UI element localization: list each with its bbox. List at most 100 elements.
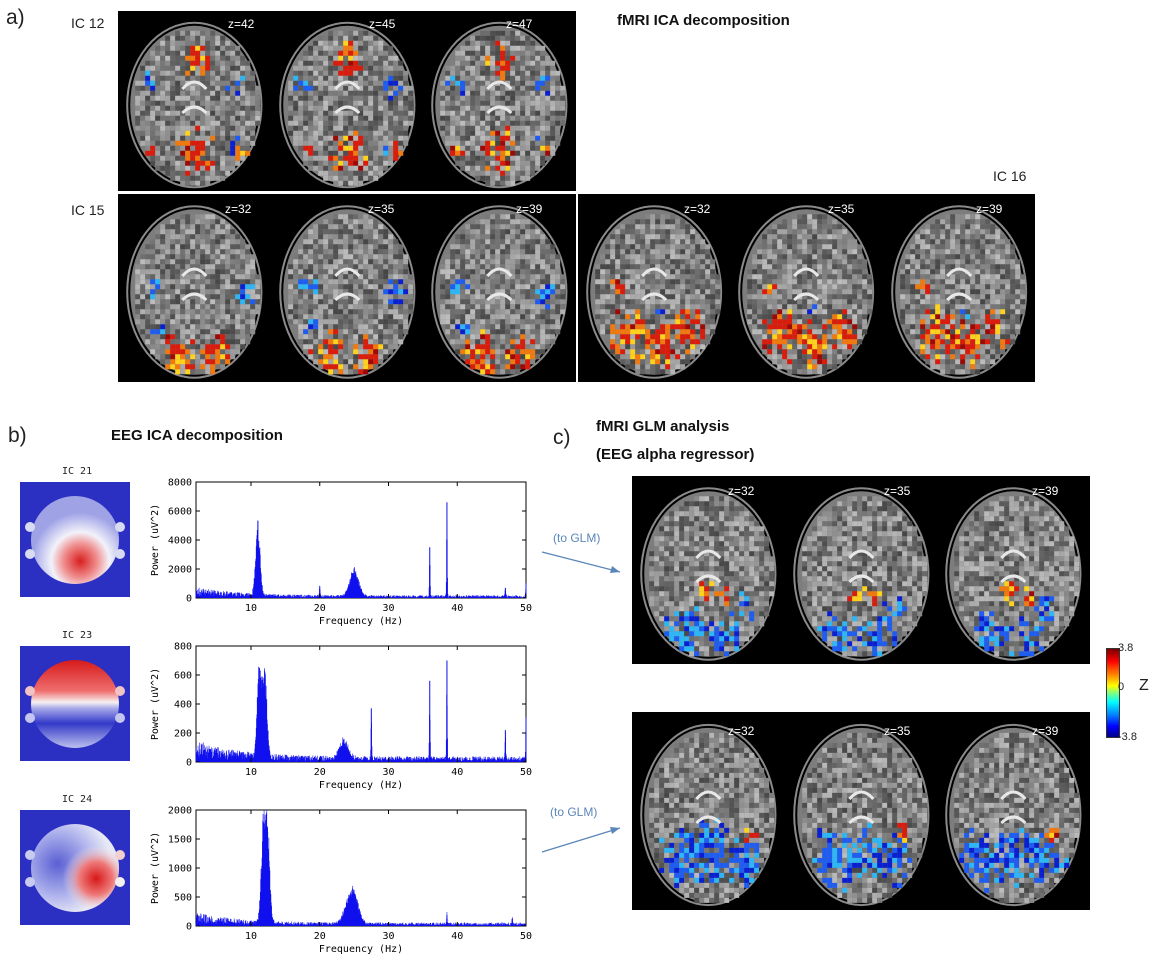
y-tick-label: 2000 — [168, 806, 192, 817]
y-tick-label: 4000 — [168, 536, 192, 547]
skull-outline — [640, 723, 777, 907]
x-tick-label: 20 — [314, 931, 326, 942]
x-tick-label: 50 — [520, 767, 532, 778]
x-tick-label: 40 — [451, 931, 463, 942]
panel-a-letter: a) — [6, 6, 25, 29]
spectrum-series — [195, 520, 527, 598]
glm-ic21-brain-strip: z=32 z=35 z=39 — [632, 476, 1090, 664]
spectrum-series — [195, 810, 527, 926]
skull-outline — [792, 723, 930, 907]
slice-label: z=39 — [1032, 724, 1059, 738]
z-colorbar — [1106, 648, 1120, 738]
ventricles — [695, 549, 722, 584]
brain-slice-ic16 — [730, 194, 882, 382]
ic21-spectrum-chart: 10 20 30 40 50 0 2000 4000 6000 8000 Frequency (Hz… — [150, 478, 532, 628]
plot-frame — [195, 809, 527, 927]
to-glm-label: (to GLM) — [550, 805, 598, 819]
ventricles — [333, 80, 361, 115]
x-tick-label: 40 — [451, 603, 463, 614]
y-tick-label: 0 — [186, 922, 192, 933]
ventricles — [181, 267, 208, 302]
skull-outline — [126, 21, 263, 189]
plot-frame — [195, 645, 527, 763]
panel-b-title: EEG ICA decomposition — [111, 427, 283, 444]
colorbar-mid-label: 0 — [1118, 681, 1125, 693]
x-axis-label: Frequency (Hz) — [319, 780, 403, 791]
x-tick-label: 50 — [520, 931, 532, 942]
x-axis-label: Frequency (Hz) — [319, 616, 403, 627]
slice-label: z=35 — [884, 724, 911, 738]
ventricles — [1000, 790, 1027, 825]
x-tick-label: 10 — [245, 931, 257, 942]
skull-outline — [792, 487, 930, 661]
slice-label: z=35 — [828, 202, 855, 216]
ic15-brain-strip: z=32 z=35 z=39 — [118, 194, 576, 382]
y-tick-label: 6000 — [168, 507, 192, 518]
slice-label: z=39 — [1032, 484, 1059, 498]
panel-c-title: fMRI GLM analysis — [596, 418, 730, 435]
slice-label: z=35 — [368, 202, 395, 216]
spectrum-series — [195, 666, 527, 762]
ic21-label: IC 21 — [62, 466, 93, 477]
brain-slice-glm — [632, 476, 785, 664]
y-tick-label: 0 — [186, 758, 192, 769]
ventricles — [945, 267, 972, 302]
glm-ic24-brain-strip: z=32 z=35 z=39 — [632, 712, 1090, 910]
x-tick-label: 40 — [451, 767, 463, 778]
slice-label: z=32 — [225, 202, 252, 216]
skull-outline — [431, 205, 568, 379]
ic23-topomap — [20, 646, 130, 761]
ic21-topomap — [20, 482, 130, 597]
ic24-label: IC 24 — [62, 794, 93, 805]
y-axis-label: Power (uV^2) — [150, 832, 161, 904]
ic12-brain-strip: z=42 z=45 z=47 — [118, 11, 576, 191]
brain-slice-glm — [632, 712, 785, 910]
ventricles — [641, 267, 668, 302]
slice-label: z=39 — [976, 202, 1003, 216]
brain-slice-ic15 — [423, 194, 576, 382]
brain-slice-glm — [785, 712, 938, 910]
y-tick-label: 8000 — [168, 478, 192, 489]
x-tick-label: 20 — [314, 767, 326, 778]
x-axis-label: Frequency (Hz) — [319, 944, 403, 955]
brain-slice-ic16 — [883, 194, 1035, 382]
ventricles — [486, 267, 513, 302]
y-tick-label: 500 — [174, 893, 192, 904]
arrow-to-glm — [541, 827, 621, 853]
skull-outline — [945, 723, 1082, 907]
arrow-to-glm — [541, 551, 621, 573]
y-tick-label: 200 — [174, 729, 192, 740]
plot-frame — [195, 481, 527, 599]
x-tick-label: 10 — [245, 767, 257, 778]
x-tick-label: 10 — [245, 603, 257, 614]
ventricles — [181, 80, 208, 115]
brain-slice-ic12 — [423, 11, 576, 191]
ventricles — [333, 267, 361, 302]
ic24-topomap — [20, 810, 130, 925]
ic23-spectrum-chart: 10 20 30 40 50 0 200 400 600 800 Frequency (Hz) Pow… — [150, 642, 532, 792]
x-tick-label: 30 — [382, 931, 394, 942]
slice-label: z=32 — [728, 724, 755, 738]
ic16-brain-strip: z=32 z=35 z=39 — [578, 194, 1035, 382]
x-tick-label: 30 — [382, 603, 394, 614]
brain-slice-ic15 — [118, 194, 271, 382]
panel-a-title: fMRI ICA decomposition — [617, 12, 790, 29]
brain-slice-glm — [937, 712, 1090, 910]
ventricles — [695, 790, 722, 825]
panel-c-letter: c) — [553, 426, 571, 449]
y-tick-label: 400 — [174, 700, 192, 711]
skull-outline — [586, 205, 723, 379]
y-tick-label: 600 — [174, 671, 192, 682]
brain-slice-ic16 — [578, 194, 730, 382]
slice-label: z=47 — [506, 17, 533, 31]
brain-slice-ic12 — [271, 11, 424, 191]
brain-slice-glm — [937, 476, 1090, 664]
slice-label: z=42 — [228, 17, 255, 31]
y-axis-label: Power (uV^2) — [150, 504, 161, 576]
y-tick-label: 1500 — [168, 835, 192, 846]
y-tick-label: 0 — [186, 594, 192, 605]
skull-outline — [278, 21, 416, 189]
brain-slice-ic12 — [118, 11, 271, 191]
ic12-label: IC 12 — [71, 15, 105, 31]
